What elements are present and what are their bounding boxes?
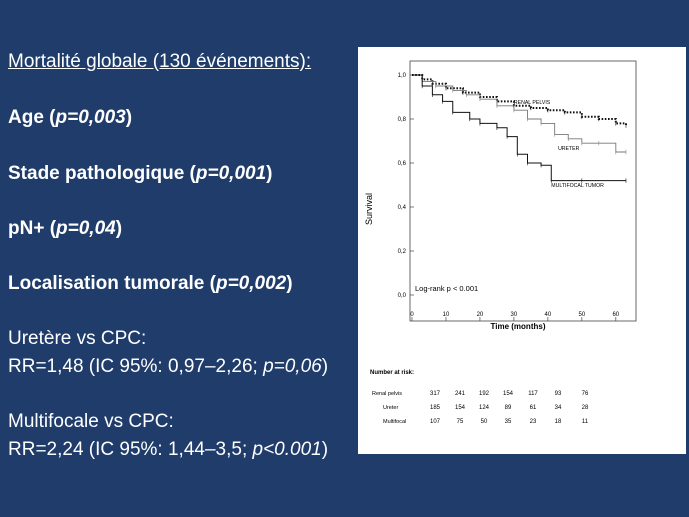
multi-rr: RR=2,24 (IC 95%: 1,44–3,5;: [8, 439, 253, 460]
risk-value: 107: [430, 419, 441, 425]
loc-close: ): [286, 273, 293, 294]
x-tick-label: 10: [443, 312, 450, 318]
risk-row-label: Renal pelvis: [372, 391, 402, 397]
risk-row-label: Multifocal: [383, 419, 406, 425]
pn-close: ): [115, 218, 123, 239]
loc-p: p=0,002: [215, 273, 287, 294]
ureter-title: Uretère vs CPC:: [8, 328, 147, 349]
x-tick-label: 30: [511, 312, 518, 318]
mortality-heading: Mortalité globale (130 événements):: [8, 51, 312, 72]
stade-p: p=0,001: [195, 163, 267, 184]
x-tick-label: 40: [545, 312, 552, 318]
risk-value: 93: [555, 391, 562, 397]
risk-value: 317: [430, 391, 441, 397]
ureter-p: p=0,06: [263, 356, 322, 377]
loc-label: Localisation tumorale (: [8, 273, 216, 294]
x-tick-label: 20: [477, 312, 484, 318]
survival-curve: [412, 74, 626, 153]
pn-line: pN+ (p=0,04): [8, 218, 122, 240]
x-axis-label: Time (months): [491, 322, 546, 331]
risk-row-label: Ureter: [383, 405, 398, 411]
y-tick-label: 0,0: [398, 293, 407, 299]
series-label: RENAL PELVIS: [514, 100, 551, 106]
ureter-close: ): [321, 356, 329, 377]
stade-line: Stade pathologique (p=0,001): [8, 163, 272, 185]
risk-value: 50: [481, 419, 488, 425]
y-tick-label: 1,0: [398, 73, 407, 79]
age-close: ): [125, 107, 133, 128]
y-tick-label: 0,2: [398, 249, 407, 255]
risk-value: 124: [479, 405, 490, 411]
logrank-annotation: Log-rank p < 0.001: [415, 284, 478, 293]
series-label: URETER: [558, 146, 580, 152]
risk-value: 28: [582, 405, 589, 411]
kaplan-meier-chart: 0,0 0,2 0,4 0,6 0,8 1,0 0 10 20 30 40 50 60 RENAL P…: [364, 60, 637, 425]
age-label: Age (: [8, 107, 56, 128]
risk-value: 11: [582, 419, 589, 425]
survival-curve: [412, 74, 626, 182]
multi-close: ): [321, 439, 329, 460]
x-tick-label: 0: [410, 312, 414, 318]
risk-value: 154: [503, 391, 514, 397]
series-label: MULTIFOCAL TUMOR: [551, 183, 604, 189]
risk-value: 76: [582, 391, 589, 397]
risk-value: 75: [457, 419, 464, 425]
stade-close: ): [266, 163, 273, 184]
series-multifocal-tumor: MULTIFOCAL TUMOR: [412, 74, 627, 189]
multi-p: p<0.001: [252, 439, 322, 460]
survival-figure: 0,0 0,2 0,4 0,6 0,8 1,0 0 10 20 30 40 50 60 RENAL P…: [358, 47, 686, 454]
y-tick-label: 0,8: [398, 117, 407, 123]
risk-value: 23: [530, 419, 537, 425]
stade-label: Stade pathologique (: [8, 163, 196, 184]
series-ureter: URETER: [412, 74, 627, 155]
x-tick-label: 60: [612, 312, 619, 318]
risk-value: 61: [530, 405, 537, 411]
multi-rr-line: RR=2,24 (IC 95%: 1,44–3,5; p<0.001): [8, 439, 328, 461]
multi-title: Multifocale vs CPC:: [8, 411, 174, 432]
ureter-rr-line: RR=1,48 (IC 95%: 0,97–2,26; p=0,06): [8, 356, 328, 378]
risk-value: 154: [455, 405, 466, 411]
x-tick-label: 50: [578, 312, 585, 318]
risk-value: 89: [505, 405, 512, 411]
risk-table-title: Number at risk:: [370, 370, 414, 376]
plot-frame: [409, 60, 637, 322]
risk-value: 241: [455, 391, 466, 397]
risk-value: 18: [555, 419, 562, 425]
risk-value: 35: [505, 419, 512, 425]
risk-value: 185: [430, 405, 441, 411]
age-p: p=0,003: [55, 107, 126, 128]
pn-label: pN+ (: [8, 218, 57, 239]
risk-value: 117: [528, 391, 538, 397]
risk-value: 34: [555, 405, 562, 411]
pn-p: p=0,04: [56, 218, 116, 239]
y-axis-label: Survival: [364, 193, 374, 225]
y-tick-label: 0,6: [398, 161, 407, 167]
ureter-rr: RR=1,48 (IC 95%: 0,97–2,26;: [8, 356, 264, 377]
age-line: Age (p=0,003): [8, 107, 132, 129]
risk-value: 192: [479, 391, 490, 397]
loc-line: Localisation tumorale (p=0,002): [8, 273, 293, 295]
y-tick-label: 0,4: [398, 205, 407, 211]
